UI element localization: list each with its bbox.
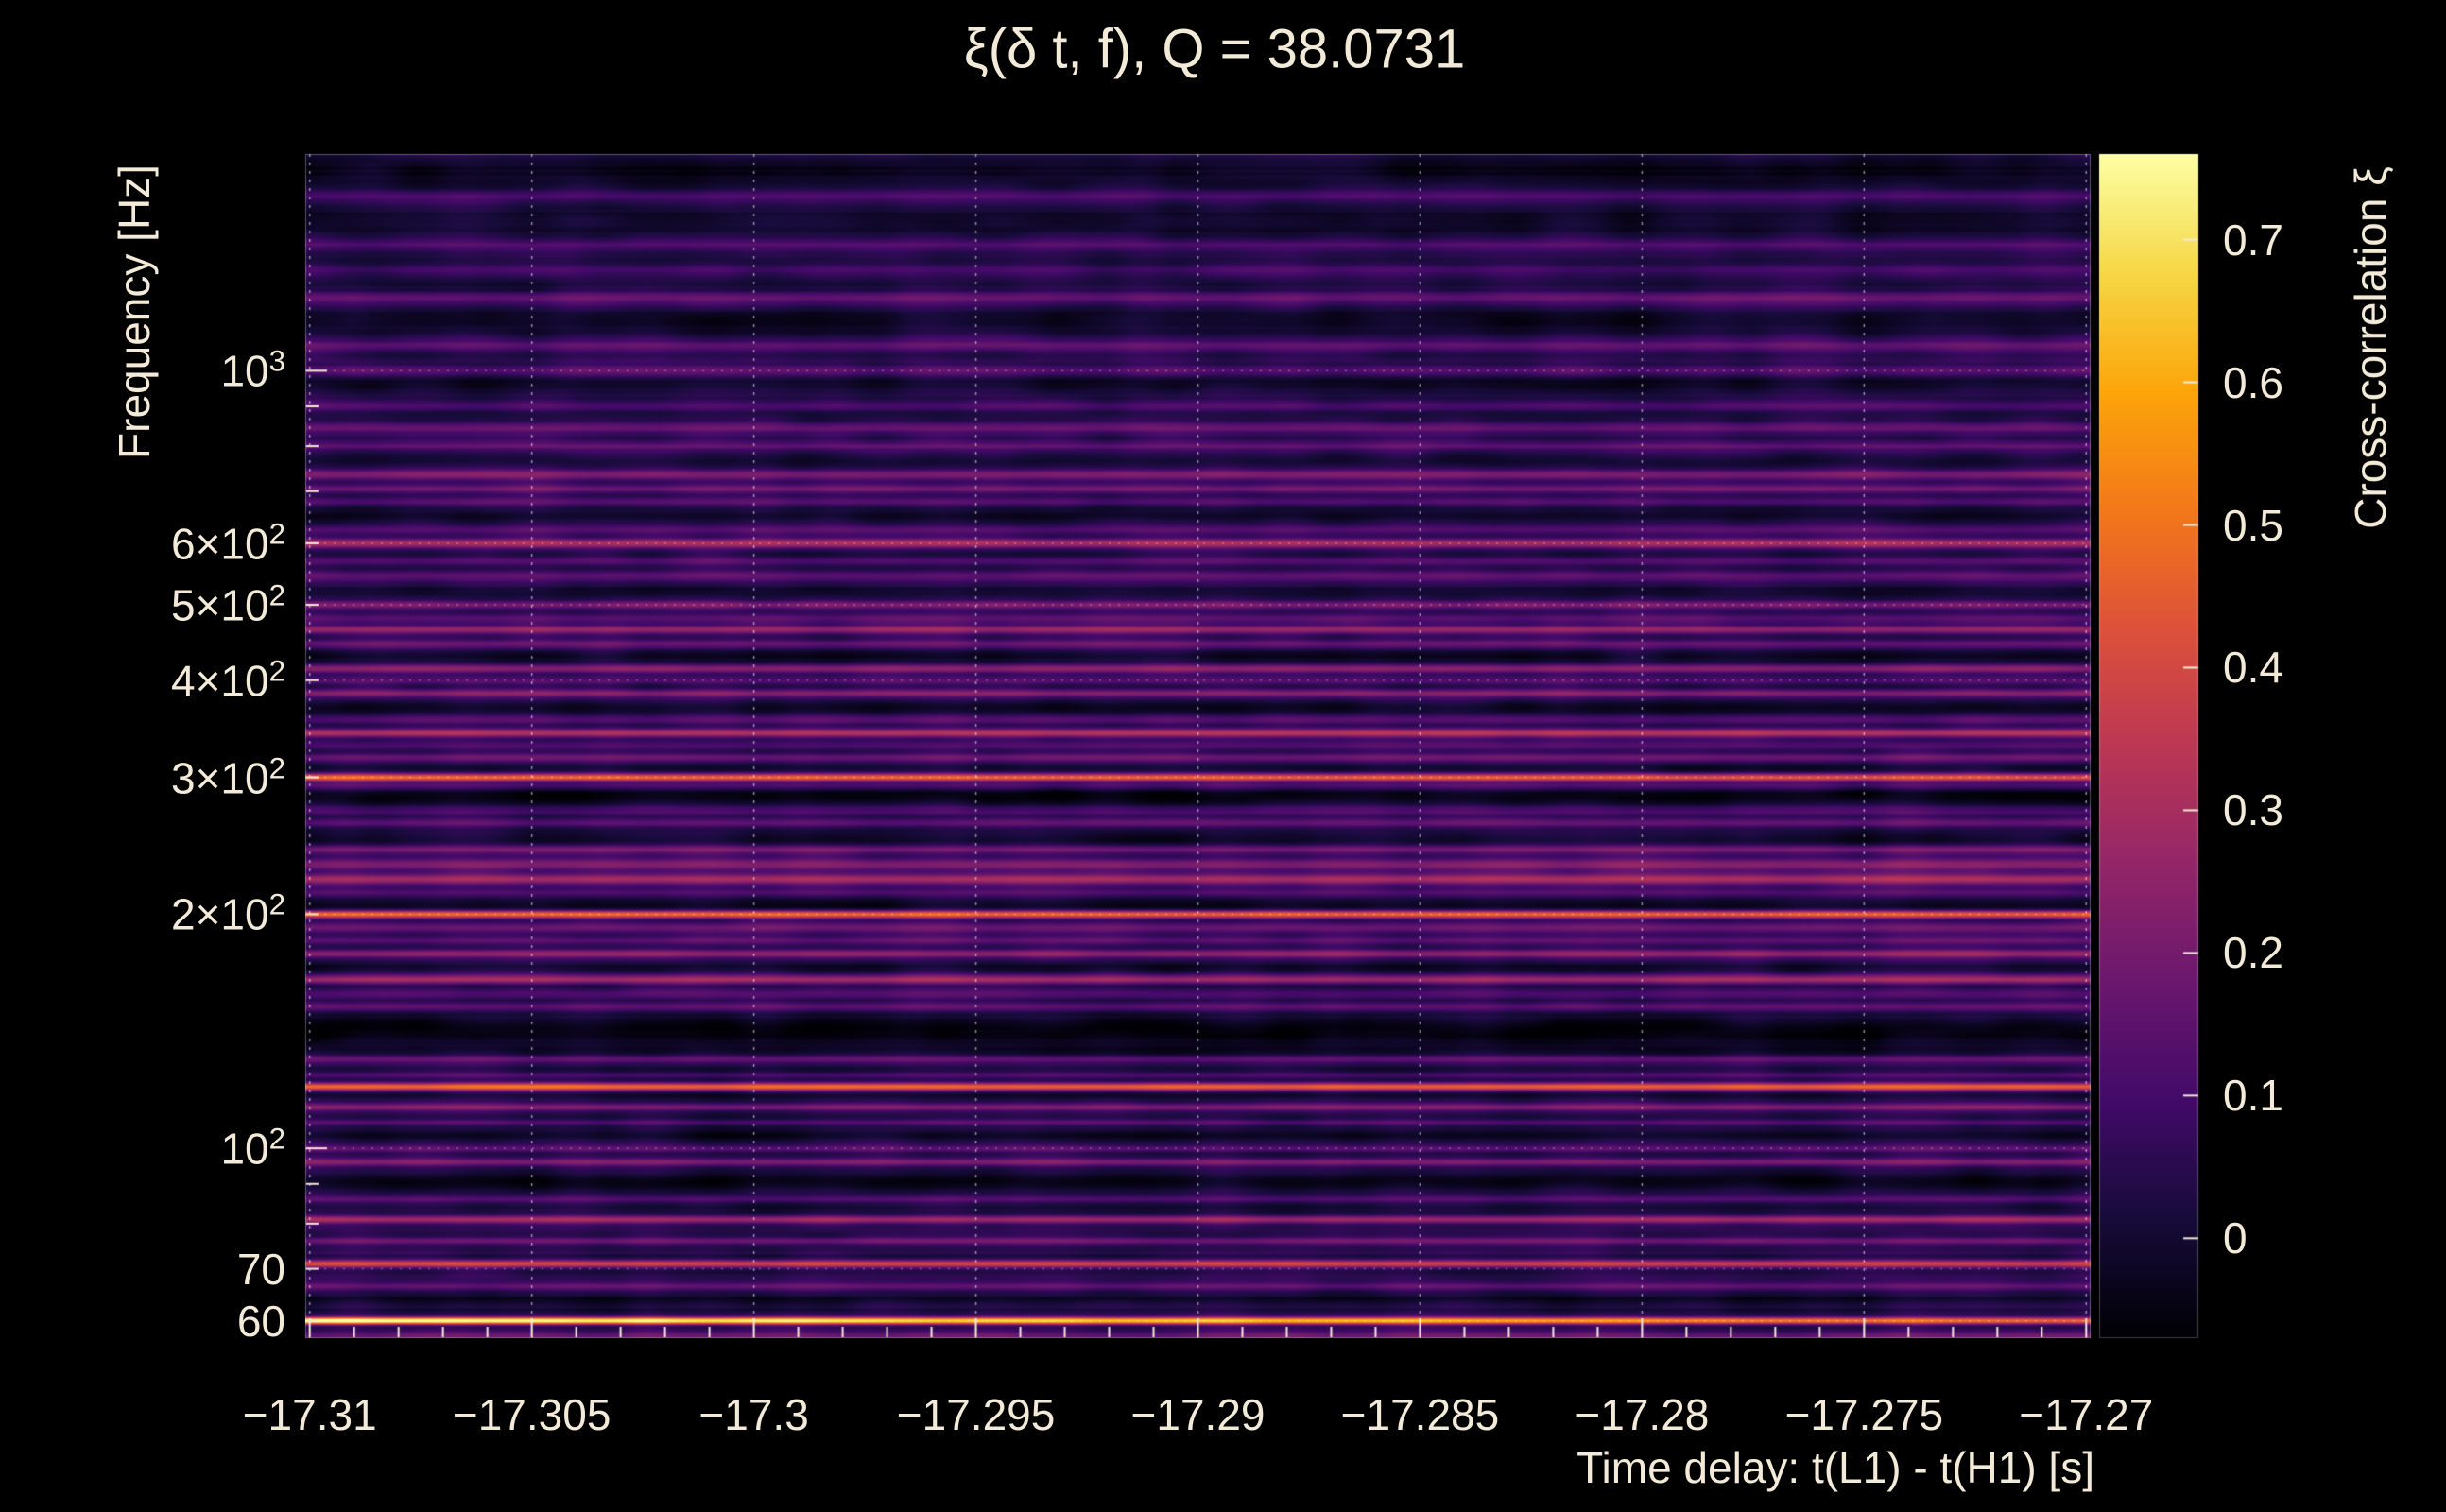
colorbar-tick-label: 0.7 [2223,215,2283,265]
x-tick-label: −17.31 [242,1390,377,1439]
y-tick-label: 102 [220,1122,285,1174]
colorbar-tick-label: 0.1 [2223,1071,2283,1121]
x-axis-title: Time delay: t(L1) - t(H1) [s] [1576,1443,2094,1492]
colorbar-tick-label: 0.2 [2223,928,2283,978]
x-tick-label: −17.275 [1784,1390,1944,1439]
y-axis-title: Frequency [Hz] [110,164,159,459]
y-tick-label: 4×102 [170,654,285,706]
y-tick-label: 70 [236,1244,285,1294]
x-tick-label: −17.29 [1130,1390,1266,1439]
y-tick-label: 60 [236,1296,285,1346]
x-tick-label: −17.285 [1340,1390,1500,1439]
heatmap-plot [305,154,2091,1338]
x-tick-label: −17.3 [698,1390,809,1439]
y-tick-label: 6×102 [170,517,285,569]
colorbar-tick-label: 0.6 [2223,357,2283,407]
x-tick-label: −17.27 [2019,1390,2154,1439]
x-tick-label: −17.295 [896,1390,1056,1439]
y-tick-label: 103 [220,344,285,397]
y-tick-label: 2×102 [170,887,285,940]
colorbar-title: Cross-correlation ξ [2346,166,2395,529]
colorbar-tick-label: 0 [2223,1213,2248,1263]
x-tick-label: −17.28 [1575,1390,1710,1439]
colorbar-tick-label: 0.4 [2223,643,2283,693]
chart-title: ξ(δ t, f), Q = 38.0731 [963,18,1466,80]
y-tick-label: 5×102 [170,578,285,630]
y-tick-label: 3×102 [170,750,285,803]
colorbar-tick-label: 0.3 [2223,785,2283,835]
colorbar-tick-label: 0.5 [2223,500,2283,550]
x-tick-label: −17.305 [452,1390,612,1439]
